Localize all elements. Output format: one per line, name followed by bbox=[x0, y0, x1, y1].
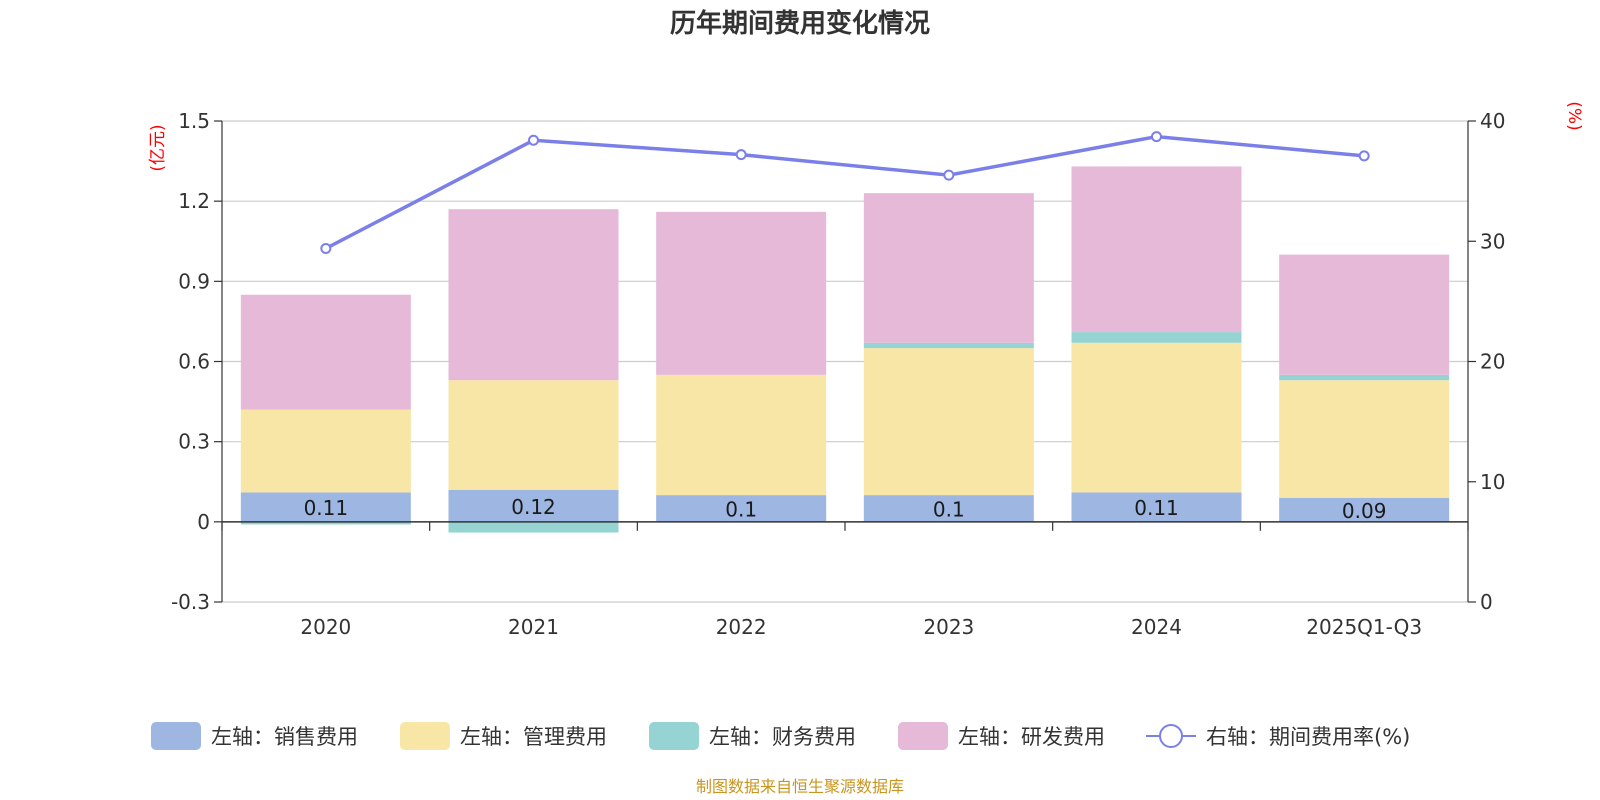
bar-财务费用-2020 bbox=[240, 521, 411, 525]
legend-label: 左轴：管理费用 bbox=[460, 725, 607, 749]
bar-财务费用-2023 bbox=[863, 342, 1034, 349]
left-tick-label: 1.5 bbox=[178, 109, 210, 133]
bar-销售费用-2023 bbox=[863, 495, 1034, 522]
left-tick-label: 0 bbox=[197, 510, 210, 534]
axes bbox=[221, 121, 1469, 602]
right-tick-label: 40 bbox=[1480, 109, 1505, 133]
bar-data-label: 0.1 bbox=[725, 497, 757, 521]
right-axis-unit: (%) bbox=[1564, 101, 1584, 130]
right-tick-label: 20 bbox=[1480, 350, 1505, 374]
legend-label: 左轴：研发费用 bbox=[958, 725, 1105, 749]
bar-data-label: 0.11 bbox=[1134, 496, 1179, 520]
x-tick-label: 2021 bbox=[508, 615, 559, 639]
line-point-2024 bbox=[1151, 131, 1162, 143]
bar-研发费用-2023 bbox=[863, 193, 1034, 343]
left-tick-label: 0.9 bbox=[178, 269, 210, 293]
bar-销售费用-2020 bbox=[240, 492, 411, 522]
legend-label: 左轴：销售费用 bbox=[211, 725, 358, 749]
bar-研发费用-2022 bbox=[656, 211, 827, 375]
left-tick-label: 1.2 bbox=[178, 189, 210, 213]
x-tick-label: 2023 bbox=[923, 615, 974, 639]
bar-data-labels: 0.11 0.12 0.1 0.1 0.11 0.09 bbox=[304, 495, 1387, 523]
bar-data-label: 0.09 bbox=[1342, 499, 1387, 523]
bar-研发费用-2025Q1-Q3 bbox=[1279, 254, 1450, 375]
line-series bbox=[320, 131, 1370, 254]
bar-销售费用-2021 bbox=[448, 489, 619, 522]
bar-财务费用-2025Q1-Q3 bbox=[1279, 374, 1450, 381]
left-tick-label: 0.3 bbox=[178, 430, 210, 454]
bar-data-label: 0.12 bbox=[511, 495, 556, 519]
right-tick-label: 0 bbox=[1480, 590, 1493, 614]
x-tick-label: 2025Q1-Q3 bbox=[1306, 615, 1422, 639]
right-axis-ticks: 0 10 20 30 40 bbox=[1468, 109, 1505, 614]
line-期间费用率(%) bbox=[325, 134, 1365, 251]
line-point-2021 bbox=[528, 134, 539, 146]
bar-管理费用-2025Q1-Q3 bbox=[1279, 380, 1450, 498]
left-axis-unit: (亿元) bbox=[148, 124, 168, 171]
bar-管理费用-2024 bbox=[1071, 342, 1242, 493]
left-tick-label: -0.3 bbox=[171, 590, 210, 614]
x-axis-tick-labels: 2020 2021 2022 2023 2024 2025Q1-Q3 bbox=[300, 615, 1422, 639]
line-point-2022 bbox=[735, 149, 747, 161]
legend-swatch-销售费用 bbox=[151, 722, 201, 750]
line-point-2023 bbox=[943, 169, 955, 181]
line-point-2020 bbox=[320, 242, 332, 254]
left-tick-label: 0.6 bbox=[178, 350, 210, 374]
bar-管理费用-2022 bbox=[656, 374, 827, 496]
x-tick-label: 2020 bbox=[300, 615, 351, 639]
x-tick-label: 2024 bbox=[1131, 615, 1182, 639]
right-tick-label: 10 bbox=[1480, 470, 1505, 494]
legend-label: 右轴：期间费用率(%) bbox=[1206, 725, 1410, 749]
legend-swatch-研发费用 bbox=[898, 722, 948, 750]
bar-销售费用-2022 bbox=[656, 495, 827, 522]
right-tick-label: 30 bbox=[1480, 229, 1505, 253]
legend-swatch-财务费用 bbox=[649, 722, 699, 750]
bar-财务费用-2024 bbox=[1071, 332, 1242, 343]
bar-data-label: 0.1 bbox=[933, 497, 965, 521]
bar-管理费用-2020 bbox=[240, 409, 411, 493]
legend-marker-circle bbox=[1159, 724, 1183, 748]
legend-label: 左轴：财务费用 bbox=[709, 725, 856, 749]
left-axis-ticks: -0.3 0 0.3 0.6 0.9 1.2 1.5 bbox=[171, 109, 222, 614]
legend-swatch-管理费用 bbox=[400, 722, 450, 750]
bar-研发费用-2024 bbox=[1071, 166, 1242, 333]
bar-data-label: 0.11 bbox=[304, 496, 349, 520]
legend: 左轴：销售费用 左轴：管理费用 左轴：财务费用 左轴：研发费用 右轴：期间费用率(%) bbox=[151, 722, 1410, 750]
bar-研发费用-2021 bbox=[448, 209, 619, 381]
bar-研发费用-2020 bbox=[240, 294, 411, 410]
x-tick-label: 2022 bbox=[716, 615, 767, 639]
bar-series bbox=[240, 166, 1450, 533]
line-point-2025Q1-Q3 bbox=[1358, 150, 1370, 162]
bar-管理费用-2023 bbox=[863, 348, 1034, 496]
bar-销售费用-2025Q1-Q3 bbox=[1279, 497, 1450, 522]
bar-销售费用-2024 bbox=[1071, 492, 1242, 522]
chart-title: 历年期间费用变化情况 bbox=[670, 8, 930, 39]
bar-管理费用-2021 bbox=[448, 380, 619, 490]
bar-财务费用-2021 bbox=[448, 521, 619, 533]
source-note: 制图数据来自恒生聚源数据库 bbox=[696, 777, 904, 796]
